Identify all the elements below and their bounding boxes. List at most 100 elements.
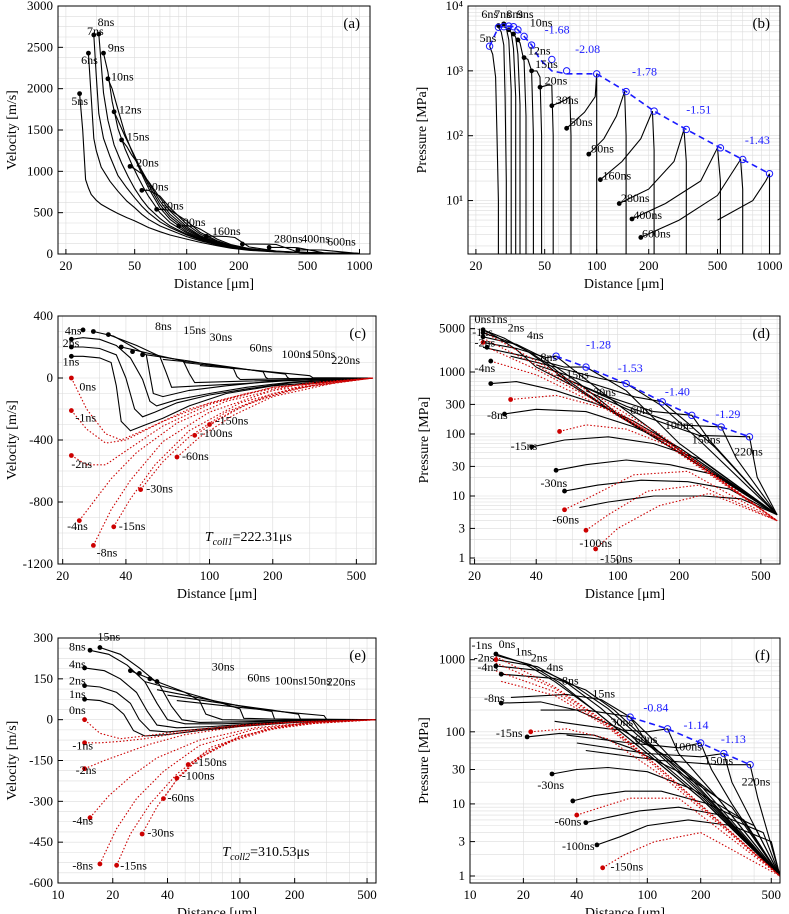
data-point-open [582,363,590,371]
data-point [127,163,133,169]
series-label: -1.51 [686,103,711,117]
series-line-220ns [585,390,778,515]
series-label: -30ns [541,476,568,490]
y-tick-label: -800 [29,494,53,509]
series-label: -2ns [76,763,97,777]
data-point-open [500,22,508,31]
data-point [593,546,599,552]
series-label: -1.13 [721,732,746,746]
data-point [105,76,111,82]
x-tick-label: 500 [751,568,771,583]
x-tick-label: 1000 [757,258,783,273]
x-tick-label: 1000 [347,258,373,273]
data-point-open [562,67,571,75]
data-point [529,68,534,74]
series-label: -0.84 [643,701,668,715]
data-point-open [505,22,513,30]
series-line-90ns [588,91,627,254]
data-point-open [765,169,774,178]
data-point [82,696,87,702]
series-line--150ns [209,377,374,425]
data-point [537,84,543,90]
series-label: 8ns [541,350,558,364]
series-line--150ns [187,719,376,766]
data-point [68,453,74,458]
data-point-open [720,749,728,758]
x-tick-label: 100 [200,568,220,583]
x-tick-label: 40 [570,887,583,902]
data-point [586,151,592,157]
y-tick-label: 300 [446,396,466,411]
series-label: 220ns [327,675,356,689]
y-tick-label: 30 [452,458,465,473]
x-tick-label: 500 [762,887,782,902]
grid [58,637,376,884]
series-line--8ns [92,377,374,546]
data-point [82,766,87,772]
series-line-p-100ns [579,495,778,516]
y-tick-label: 10⁴ [445,0,463,13]
series-line-150ns [576,742,780,877]
series-label: -150ns [611,859,644,873]
panel-label: (a) [343,16,360,32]
data-point [562,488,567,494]
series-label: 12ns [528,43,551,57]
data-point [82,717,87,723]
series-line-15ns [99,646,376,723]
series-label: 8ns [69,639,86,653]
y-tick-label: 0 [47,246,54,261]
data-point [570,798,576,804]
data-point-open [658,398,666,406]
series-label: -1ns [472,325,493,339]
series-label: 100ns [665,418,694,432]
series-label: 10ns [530,16,553,30]
series-label: 0ns [475,312,492,326]
series-label: -8ns [97,545,118,559]
data-point [130,349,135,355]
data-point [203,233,209,239]
data-point [528,729,534,735]
y-tick-label: 3 [459,834,466,849]
y-tick-label: 10¹ [446,193,463,208]
series-label: 4ns [527,328,544,342]
y-axis-label: Pressure [MPa] [417,717,432,804]
series-line-r-8 [510,394,778,522]
y-tick-label: 1500 [27,122,53,137]
x-tick-label: 200 [263,568,283,583]
series-label: 30ns [611,715,634,729]
series-label: 30ns [556,93,579,107]
data-point-open [739,155,747,164]
series-line-p-15ns [531,436,778,516]
series-label: 0ns [499,637,516,651]
series-line-400ns [269,246,360,254]
data-point [508,397,514,402]
data-point-open [697,739,705,747]
data-point [68,375,74,381]
data-point [90,329,96,334]
x-tick-label: 100 [177,258,197,273]
y-tick-label: 2500 [27,39,53,54]
data-point [498,671,504,677]
data-point-open [548,55,556,64]
series-label: 600ns [642,226,671,240]
y-tick-label: 10³ [446,63,463,78]
series-label: 2ns [531,650,548,664]
series-line-r-100 [585,484,778,531]
series-label: 15ns [592,686,615,700]
series-label: -30ns [537,778,564,792]
series-label: 100ns [275,673,304,687]
series-line-2ns [495,659,780,877]
series-label: 400ns [301,231,330,245]
y-tick-label: 0 [47,712,54,727]
series-line-220ns [199,365,374,379]
series-line-r0 [482,331,778,522]
y-tick-label: 2000 [27,81,53,96]
series-label: 400ns [633,208,662,222]
series-label: 15ns [535,57,558,71]
data-point [549,103,555,109]
panel-label: (e) [349,648,366,664]
x-tick-label: 200 [670,568,690,583]
series-label: -4ns [475,361,496,375]
y-tick-label: -400 [29,432,53,447]
